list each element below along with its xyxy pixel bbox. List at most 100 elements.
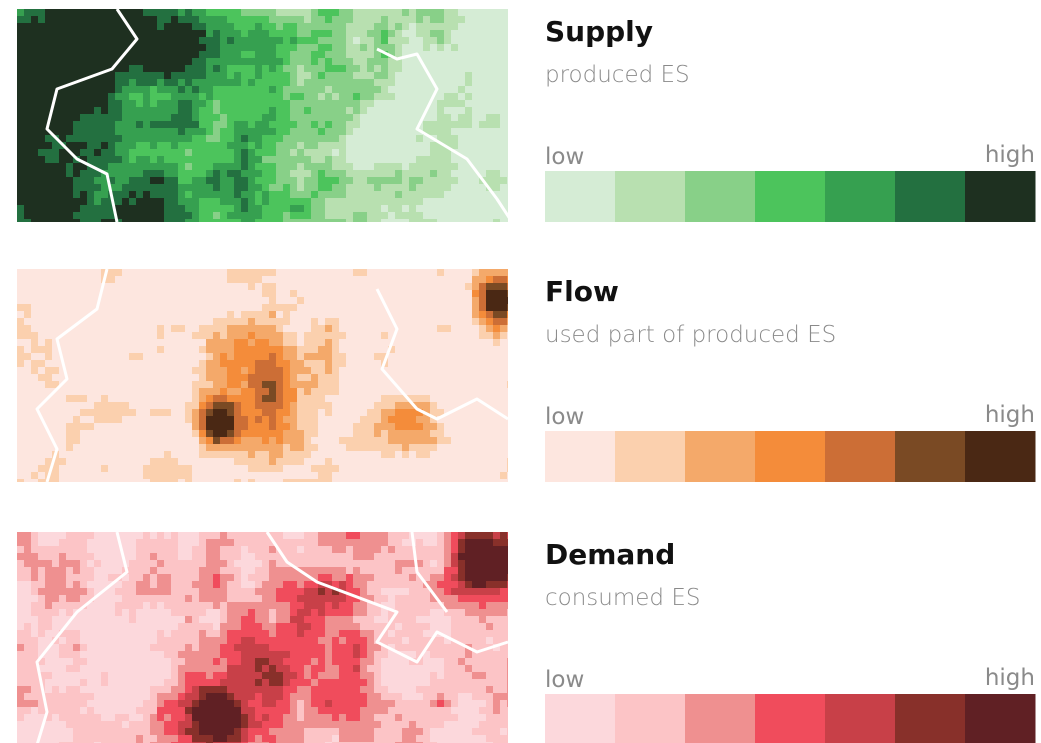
map-cell: [388, 205, 395, 212]
map-cell: [325, 9, 332, 16]
map-cell: [234, 100, 241, 107]
map-cell: [297, 416, 304, 423]
map-cell: [486, 177, 493, 184]
map-cell: [199, 170, 206, 177]
map-cell: [129, 402, 136, 409]
map-cell: [339, 581, 346, 588]
map-cell: [199, 374, 206, 381]
map-cell: [297, 581, 304, 588]
map-cell: [199, 444, 206, 451]
map-cell: [374, 276, 381, 283]
map-cell: [325, 444, 332, 451]
map-cell: [472, 149, 479, 156]
map-cell: [367, 472, 374, 479]
map-cell: [402, 560, 409, 567]
map-cell: [416, 65, 423, 72]
map-cell: [213, 93, 220, 100]
map-cell: [59, 212, 66, 219]
map-cell: [374, 156, 381, 163]
map-cell: [199, 276, 206, 283]
map-cell: [164, 86, 171, 93]
map-cell: [66, 539, 73, 546]
map-cell: [374, 339, 381, 346]
map-cell: [164, 381, 171, 388]
map-cell: [227, 37, 234, 44]
map-cell: [129, 114, 136, 121]
map-cell: [108, 23, 115, 30]
map-cell: [402, 574, 409, 581]
map-cell: [381, 437, 388, 444]
map-cell: [493, 416, 500, 423]
map-cell: [423, 444, 430, 451]
map-cell: [220, 156, 227, 163]
map-cell: [332, 86, 339, 93]
map-cell: [339, 100, 346, 107]
map-cell: [101, 93, 108, 100]
map-cell: [80, 128, 87, 135]
map-cell: [486, 276, 493, 283]
map-cell: [395, 198, 402, 205]
map-cell: [458, 458, 465, 465]
map-cell: [248, 325, 255, 332]
map-cell: [115, 156, 122, 163]
map-cell: [31, 177, 38, 184]
map-cell: [171, 86, 178, 93]
map-cell: [52, 79, 59, 86]
map-cell: [269, 170, 276, 177]
map-cell: [318, 339, 325, 346]
map-cell: [73, 444, 80, 451]
map-cell: [73, 304, 80, 311]
map-cell: [213, 170, 220, 177]
map-cell: [80, 360, 87, 367]
map-cell: [171, 30, 178, 37]
map-cell: [297, 44, 304, 51]
map-cell: [178, 451, 185, 458]
map-cell: [332, 100, 339, 107]
map-cell: [507, 332, 508, 339]
map-cell: [171, 465, 178, 472]
map-cell: [332, 107, 339, 114]
map-cell: [101, 339, 108, 346]
map-cell: [220, 325, 227, 332]
map-cell: [493, 423, 500, 430]
map-cell: [199, 416, 206, 423]
map-cell: [430, 360, 437, 367]
map-cell: [346, 381, 353, 388]
map-cell: [430, 339, 437, 346]
map-cell: [367, 107, 374, 114]
map-cell: [290, 184, 297, 191]
map-cell: [24, 100, 31, 107]
map-cell: [255, 276, 262, 283]
map-cell: [178, 191, 185, 198]
map-cell: [367, 212, 374, 219]
map-cell: [73, 367, 80, 374]
map-cell: [339, 283, 346, 290]
map-cell: [59, 58, 66, 65]
map-cell: [45, 100, 52, 107]
map-cell: [136, 177, 143, 184]
map-cell: [486, 205, 493, 212]
map-cell: [94, 93, 101, 100]
map-cell: [227, 546, 234, 553]
map-cell: [367, 51, 374, 58]
map-cell: [73, 9, 80, 16]
map-cell: [472, 276, 479, 283]
map-cell: [486, 198, 493, 205]
map-cell: [339, 93, 346, 100]
map-cell: [178, 532, 185, 539]
map-cell: [297, 37, 304, 44]
map-cell: [262, 65, 269, 72]
map-cell: [297, 318, 304, 325]
map-cell: [423, 465, 430, 472]
map-cell: [234, 23, 241, 30]
map-cell: [500, 184, 507, 191]
map-cell: [101, 360, 108, 367]
map-cell: [206, 451, 213, 458]
map-cell: [472, 381, 479, 388]
map-cell: [269, 51, 276, 58]
map-cell: [283, 16, 290, 23]
map-cell: [360, 79, 367, 86]
map-cell: [192, 283, 199, 290]
map-cell: [500, 23, 507, 30]
map-cell: [493, 367, 500, 374]
